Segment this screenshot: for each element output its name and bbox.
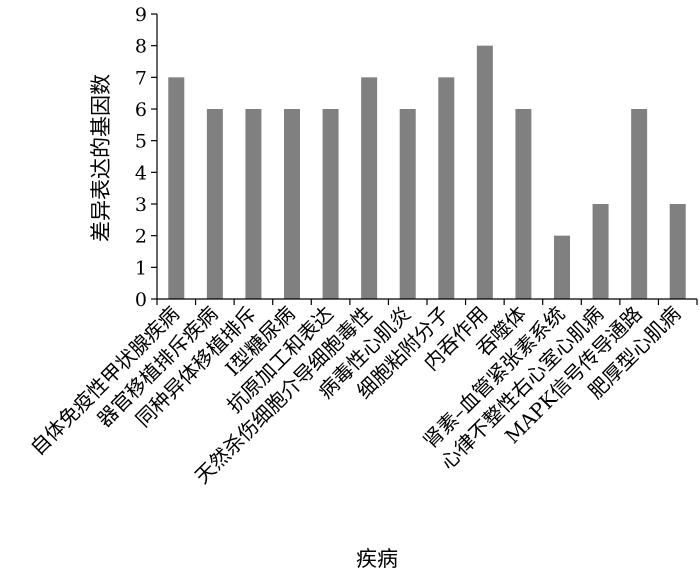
bar: [554, 235, 570, 299]
bars-group: [168, 45, 686, 299]
x-axis-title: 疾病: [356, 547, 398, 571]
bar: [168, 77, 185, 299]
bar: [476, 45, 493, 299]
x-axis-ticks: [156, 299, 698, 305]
bar: [284, 109, 300, 299]
bar: [322, 109, 339, 299]
bar: [245, 109, 262, 299]
bar: [631, 109, 648, 299]
y-axis-title: 差异表达的基因数: [89, 74, 113, 242]
bar: [438, 77, 455, 299]
y-tick-label: 7: [135, 67, 147, 89]
y-tick-label: 8: [135, 36, 147, 58]
y-axis-ticks: 0 1 2 3 4 5 6 7 8 9: [135, 4, 157, 311]
y-tick-label: 9: [135, 4, 147, 26]
bar: [515, 109, 532, 299]
y-tick-label: 4: [135, 162, 147, 184]
y-tick-label: 0: [135, 289, 147, 311]
y-tick-label: 6: [135, 99, 147, 121]
bar: [669, 204, 686, 299]
category-labels: 自体免疫性甲状腺疾病器官移植排斥疾病同种异体移植排斥I型糖尿病抗原加工和表达天然…: [25, 302, 685, 489]
y-tick-label: 5: [135, 131, 147, 153]
y-tick-label: 2: [135, 226, 147, 248]
bar: [592, 204, 609, 299]
bar: [361, 77, 378, 299]
y-tick-label: 1: [135, 257, 147, 279]
bar: [206, 109, 223, 299]
y-tick-label: 3: [135, 194, 147, 216]
bar: [399, 109, 416, 299]
